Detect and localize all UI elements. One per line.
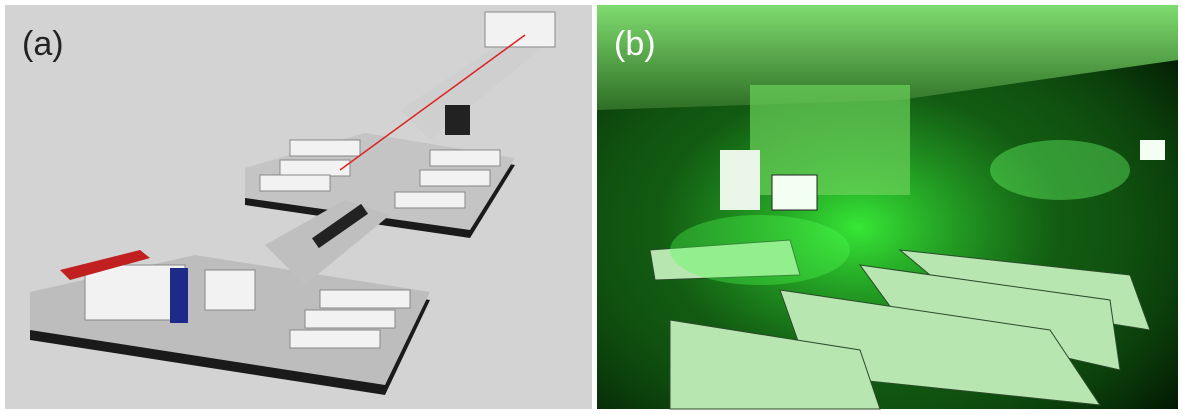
panel-a: (a) <box>5 5 592 409</box>
module <box>279 159 351 177</box>
glow-spot <box>670 215 850 285</box>
module <box>304 309 396 329</box>
corridor <box>400 30 545 140</box>
module <box>84 264 186 321</box>
module <box>289 139 361 157</box>
ceiling <box>597 5 1178 110</box>
module <box>419 169 491 187</box>
glow-spot <box>990 140 1130 200</box>
monitor <box>771 174 818 211</box>
beam <box>339 34 526 171</box>
dark-unit <box>445 105 470 135</box>
amplifiers <box>649 239 1151 410</box>
modules <box>84 11 556 349</box>
person <box>720 150 760 210</box>
red-unit <box>60 250 150 280</box>
amplifier <box>669 319 881 410</box>
module <box>259 174 331 192</box>
monitor <box>1140 140 1165 160</box>
dark-unit <box>311 203 369 249</box>
module <box>204 269 256 311</box>
corridor <box>265 200 390 285</box>
panel-label: (b) <box>614 25 656 63</box>
panel-label: (a) <box>22 25 64 63</box>
module <box>289 329 381 349</box>
module-side <box>170 268 188 323</box>
amplifier <box>649 239 801 281</box>
module <box>319 289 411 309</box>
module <box>484 11 556 48</box>
module <box>394 191 466 209</box>
panel-b: (b) <box>597 5 1178 410</box>
module <box>429 149 501 167</box>
